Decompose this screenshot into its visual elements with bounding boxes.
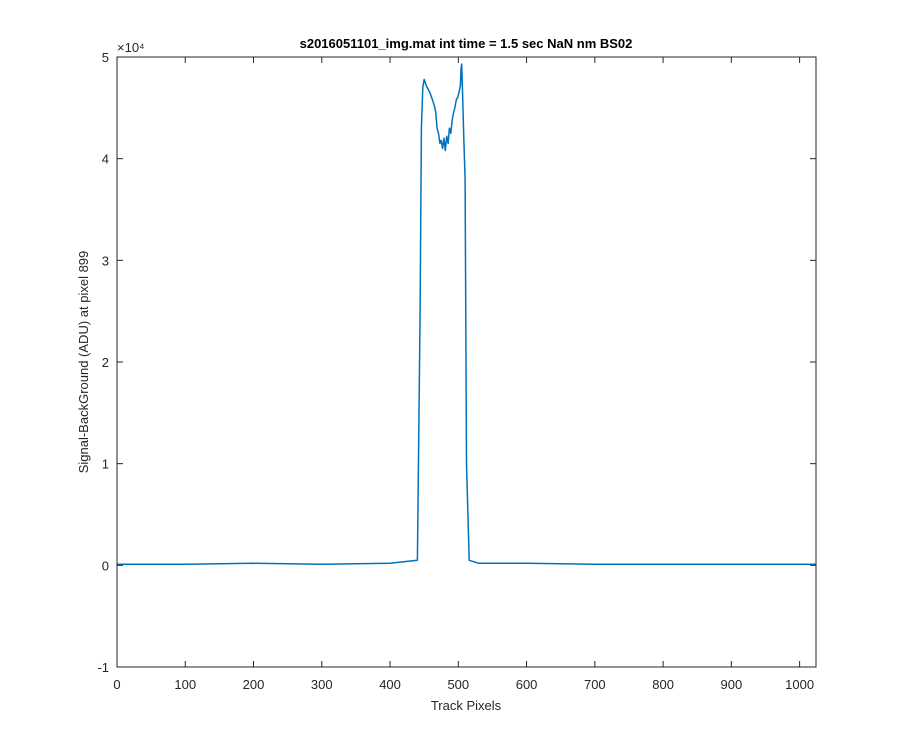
y-tick-label: -1 bbox=[97, 660, 109, 675]
data-layer bbox=[117, 63, 816, 566]
x-tick-label: 900 bbox=[721, 677, 743, 692]
chart-title: s2016051101_img.mat int time = 1.5 sec N… bbox=[300, 36, 633, 51]
x-ticks: 0 100 200 300 400 500 600 700 800 900 1000 bbox=[113, 57, 814, 692]
x-tick-label: 600 bbox=[516, 677, 538, 692]
x-tick-label: 500 bbox=[447, 677, 469, 692]
y-tick-label: 0 bbox=[102, 558, 109, 573]
x-tick-label: 800 bbox=[652, 677, 674, 692]
y-tick-label: 5 bbox=[102, 50, 109, 65]
x-tick-label: 1000 bbox=[785, 677, 814, 692]
x-tick-label: 200 bbox=[243, 677, 265, 692]
y-tick-label: 4 bbox=[102, 152, 109, 167]
x-tick-label: 700 bbox=[584, 677, 606, 692]
x-tick-label: 0 bbox=[113, 677, 120, 692]
y-axis-label: Signal-BackGround (ADU) at pixel 899 bbox=[76, 251, 91, 474]
y-tick-label: 1 bbox=[102, 457, 109, 472]
x-tick-label: 100 bbox=[174, 677, 196, 692]
x-axis-label: Track Pixels bbox=[431, 698, 502, 713]
y-tick-label: 2 bbox=[102, 355, 109, 370]
series-line-0 bbox=[117, 63, 816, 566]
y-multiplier-label: ×10⁴ bbox=[117, 40, 145, 55]
x-tick-label: 400 bbox=[379, 677, 401, 692]
y-tick-label: 3 bbox=[102, 253, 109, 268]
y-ticks: -1 0 1 2 3 4 5 bbox=[97, 50, 816, 675]
x-tick-label: 300 bbox=[311, 677, 333, 692]
